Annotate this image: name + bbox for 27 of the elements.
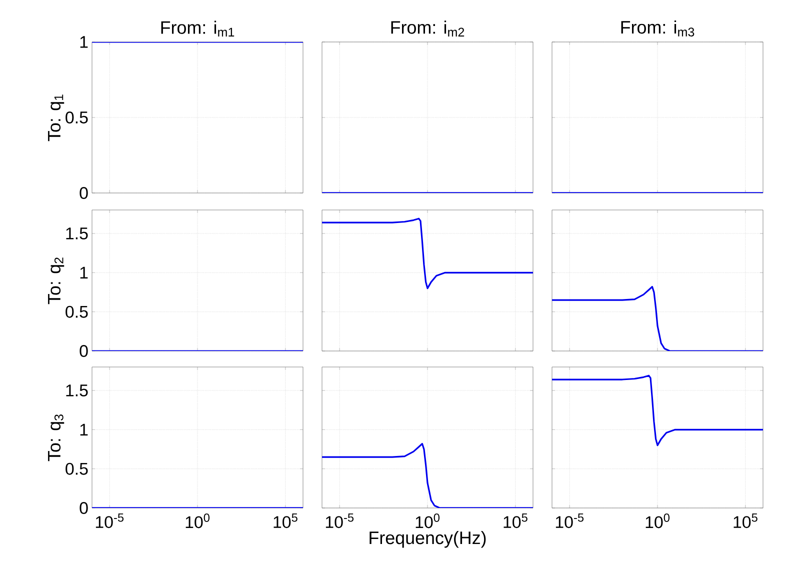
y-tick-label: 0 [80, 344, 88, 357]
y-tick-label: 1.5 [66, 384, 88, 396]
x-axis-title: Frequency(Hz) [370, 531, 486, 548]
y-tick-label: 0 [80, 502, 88, 514]
y-axis-title: To: q$_{1}$ [48, 94, 64, 142]
x-tick-label: 10$^{-5}$ [96, 514, 124, 528]
y-tick-label: 1.5 [66, 228, 88, 240]
y-tick-label: 1 [80, 424, 88, 436]
y-tick-label: 0.5 [66, 111, 88, 124]
x-tick-label: 10$^{5}$ [274, 514, 298, 528]
y-axis-title: To: q$_{3}$ [48, 414, 64, 462]
y-tick-label: 0.5 [66, 306, 88, 318]
y-tick-label: 0.5 [66, 462, 88, 475]
chart-title: From: i$_{m2}$ [391, 20, 464, 36]
x-tick-label: 10$^{0}$ [416, 514, 440, 528]
x-tick-label: 10$^{-5}$ [556, 514, 584, 528]
x-tick-label: 10$^{-5}$ [326, 514, 354, 528]
y-axis-title: To: q$_{2}$ [48, 258, 64, 304]
x-tick-label: 10$^{0}$ [186, 514, 210, 528]
chart-title: From: i$_{m1}$ [161, 20, 234, 36]
chart-title: From: i$_{m3}$ [621, 20, 694, 36]
y-tick-label: 0 [80, 186, 88, 199]
x-tick-label: 10$^{5}$ [734, 514, 758, 528]
y-tick-label: 1 [80, 266, 88, 278]
x-tick-label: 10$^{5}$ [504, 514, 528, 528]
x-tick-label: 10$^{0}$ [646, 514, 670, 528]
y-tick-label: 1 [80, 36, 88, 48]
